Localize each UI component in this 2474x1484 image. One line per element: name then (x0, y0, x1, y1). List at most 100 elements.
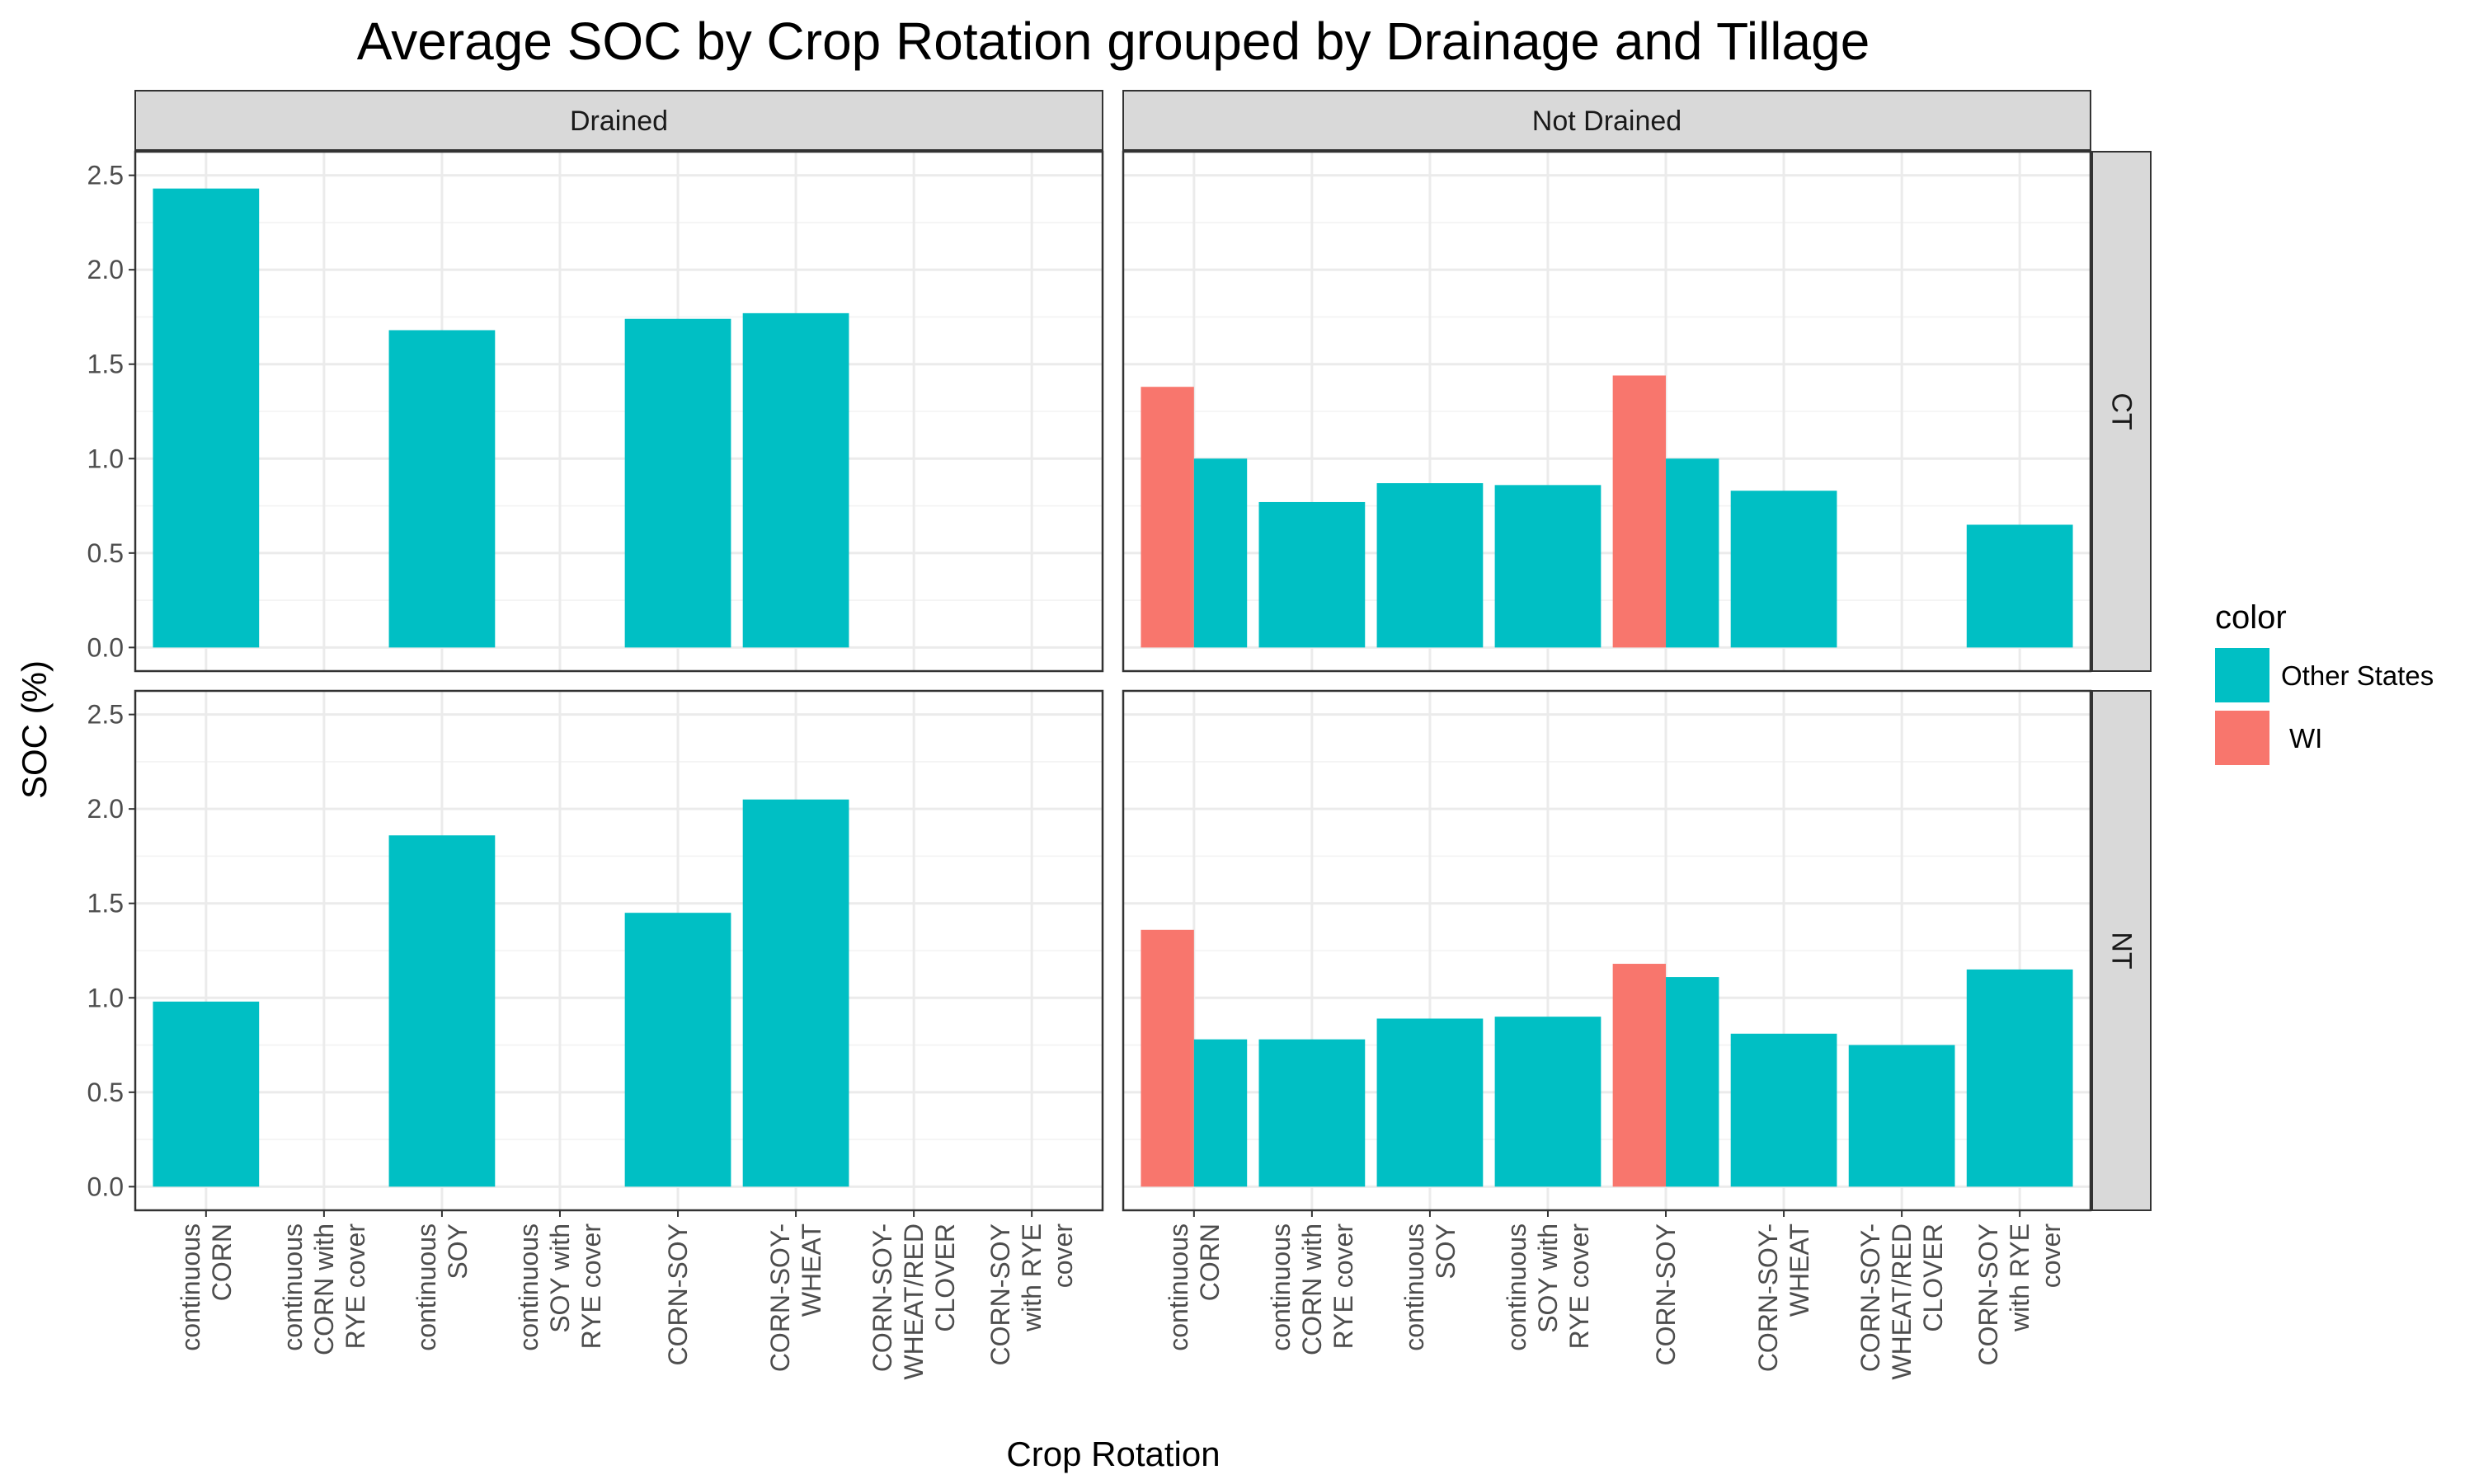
panel-drained-ct: 0.0 0.5 1.0 1.5 2.0 2.5 (87, 150, 1104, 673)
bar-other-states (1193, 1039, 1248, 1187)
x-tick-label: CORN-SOY (663, 1223, 693, 1365)
bar-other-states (1730, 1033, 1837, 1187)
x-tick-label: continuous (514, 1223, 543, 1351)
y-tick-label: 0.5 (87, 1078, 124, 1107)
legend: color Other States WI (2215, 599, 2434, 765)
x-tick-label: CORN-SOY- (1753, 1223, 1783, 1372)
x-tick-label: CORN with (1297, 1223, 1327, 1355)
x-tick-label: SOY with (545, 1223, 575, 1333)
x-tick-label: cover (2036, 1223, 2066, 1289)
facet-strip-label: CT (2106, 392, 2138, 430)
bar-other-states (624, 913, 731, 1187)
legend-label: Other States (2281, 660, 2434, 691)
facet-strip-label: Drained (570, 106, 668, 137)
legend-label: WI (2289, 723, 2322, 754)
bar-other-states (1258, 501, 1366, 648)
x-tick-label: continuous (1164, 1223, 1193, 1351)
x-tick-label: continuous (412, 1223, 441, 1351)
bar-other-states (742, 312, 849, 648)
x-tick-label: with RYE (1017, 1223, 1047, 1332)
x-tick-label: CORN-SOY- (765, 1223, 795, 1372)
bar-wi (1141, 929, 1194, 1187)
bar-other-states (1376, 483, 1484, 648)
bar-other-states (1666, 458, 1719, 648)
x-tick-label: CORN-SOY (985, 1223, 1015, 1365)
bar-other-states (1258, 1039, 1366, 1187)
x-tick-label: continuous (1399, 1223, 1429, 1351)
x-tick-label: continuous (176, 1223, 205, 1351)
x-tick-label: SOY (1431, 1223, 1460, 1280)
x-tick-label: CORN (207, 1223, 237, 1301)
y-tick-label: 0.0 (87, 1172, 124, 1201)
y-tick-label: 2.5 (87, 161, 124, 190)
x-tick-label: SOY (443, 1223, 473, 1280)
x-tick-label: CORN-SOY- (1856, 1223, 1885, 1372)
facet-strip-nt (2091, 690, 2152, 1211)
bar-other-states (1730, 491, 1837, 648)
bar-other-states (1494, 485, 1602, 648)
y-tick-label: 2.0 (87, 794, 124, 824)
facet-strip-drained (134, 90, 1103, 151)
x-tick-label: RYE cover (576, 1223, 606, 1350)
x-tick-label: CLOVER (930, 1223, 960, 1332)
x-tick-label: continuous (1502, 1223, 1531, 1351)
x-tick-label: CORN with (309, 1223, 339, 1355)
y-tick-label: 1.5 (87, 889, 124, 918)
y-tick-label: 2.0 (87, 255, 124, 284)
x-tick-label: with RYE (2005, 1223, 2034, 1332)
x-axis-title: Crop Rotation (1006, 1435, 1220, 1473)
bar-other-states (1966, 969, 2073, 1187)
x-tick-label: WHEAT (1785, 1223, 1814, 1317)
bar-other-states (388, 835, 496, 1187)
bar-other-states (153, 188, 260, 648)
x-tick-label: CORN-SOY- (868, 1223, 897, 1372)
facet-strip-not-drained (1122, 90, 2091, 151)
panel-not-drained-nt: continuous CORN continuous CORN with RYE cov… (1122, 689, 2092, 1380)
x-tick-label: CORN (1195, 1223, 1225, 1301)
x-tick-label: CORN-SOY (1651, 1223, 1681, 1365)
legend-title: color (2215, 599, 2287, 636)
x-tick-label: RYE cover (341, 1223, 370, 1350)
bar-wi (1612, 964, 1667, 1187)
facet-strip-ct (2091, 151, 2152, 672)
bar-other-states (1376, 1018, 1484, 1187)
y-tick-label: 0.0 (87, 632, 124, 662)
panel-not-drained-ct (1122, 150, 2092, 673)
y-tick-label: 1.0 (87, 983, 124, 1012)
bar-other-states (624, 318, 731, 648)
y-tick-label: 1.0 (87, 444, 124, 473)
x-tick-label: cover (1048, 1223, 1078, 1289)
bar-other-states (742, 799, 849, 1187)
legend-key-other-states (2215, 648, 2269, 702)
chart-title: Average SOC by Crop Rotation grouped by … (357, 12, 1870, 71)
bar-other-states (388, 330, 496, 648)
facet-panels: Drained Not Drained CT NT 0.0 0.5 1.0 1.5 2.0 2.5… (87, 90, 2152, 1380)
facet-strip-label: Not Drained (1532, 106, 1681, 137)
bar-other-states (1193, 458, 1248, 648)
bar-wi (1141, 387, 1194, 648)
x-tick-label: RYE cover (1564, 1223, 1594, 1350)
y-tick-label: 2.5 (87, 700, 124, 730)
x-tick-label: WHEAT/RED (899, 1223, 929, 1380)
bar-other-states (1494, 1017, 1602, 1187)
x-tick-label: SOY with (1533, 1223, 1563, 1333)
x-tick-label: CLOVER (1918, 1223, 1948, 1332)
y-axis-title: SOC (%) (15, 660, 54, 799)
x-tick-label: RYE cover (1329, 1223, 1358, 1350)
bar-other-states (1966, 524, 2073, 648)
y-tick-label: 1.5 (87, 350, 124, 379)
facet-strip-label: NT (2106, 932, 2138, 969)
legend-key-wi (2215, 711, 2269, 765)
x-tick-label: WHEAT (797, 1223, 826, 1317)
bar-other-states (153, 1001, 260, 1187)
x-tick-label: WHEAT/RED (1887, 1223, 1917, 1380)
x-tick-label: CORN-SOY (1973, 1223, 2003, 1365)
bar-other-states (1666, 977, 1719, 1187)
bar-wi (1612, 375, 1667, 648)
x-tick-label: continuous (1266, 1223, 1296, 1351)
bar-other-states (1848, 1045, 1955, 1187)
x-tick-label: continuous (278, 1223, 308, 1351)
y-tick-label: 0.5 (87, 538, 124, 568)
